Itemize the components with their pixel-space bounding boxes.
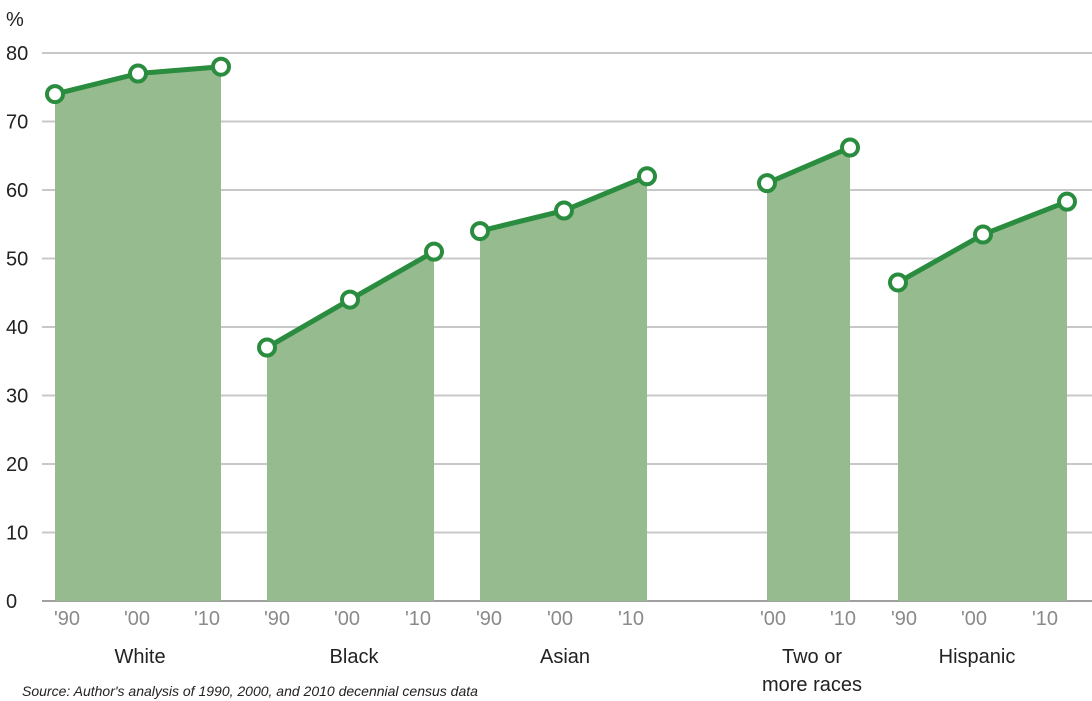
group-label: Two or	[782, 646, 842, 668]
source-note: Source: Author's analysis of 1990, 2000,…	[22, 683, 478, 699]
data-points	[45, 56, 1077, 358]
data-point	[757, 173, 777, 194]
y-tick-label: 70	[6, 112, 28, 134]
group-label: Black	[330, 646, 380, 668]
x-tick-label: '00	[547, 608, 573, 630]
data-point	[470, 221, 490, 242]
area-fill	[898, 201, 1067, 601]
x-tick-label: '10	[1032, 608, 1058, 630]
y-tick-label: 60	[6, 180, 28, 202]
data-point	[340, 289, 360, 310]
group-label: White	[114, 646, 165, 668]
x-tick-label: '10	[830, 608, 856, 630]
area-fill	[267, 251, 434, 601]
data-point	[1057, 191, 1077, 212]
x-tick-label: '10	[194, 608, 220, 630]
group-label: more races	[762, 674, 862, 696]
y-tick-label: 10	[6, 523, 28, 545]
x-tick-label: '90	[54, 608, 80, 630]
axis-labels: % 0 10 20 30 40 50 60 70 80 '90 '00 '10 White '90 '00 '1…	[6, 9, 1058, 696]
area-fill	[55, 66, 221, 601]
data-point	[554, 200, 574, 221]
x-tick-label: '00	[334, 608, 360, 630]
data-point	[424, 241, 444, 262]
x-tick-label: '00	[760, 608, 786, 630]
data-point	[637, 166, 657, 187]
data-point	[128, 63, 148, 84]
group-label: Hispanic	[939, 646, 1016, 668]
x-tick-label: '90	[891, 608, 917, 630]
data-point	[973, 224, 993, 245]
series-line	[766, 145, 851, 186]
y-tick-label: 40	[6, 317, 28, 339]
y-tick-label: 0	[6, 591, 17, 613]
group-label: Asian	[540, 646, 590, 668]
data-point	[840, 137, 860, 158]
y-tick-label: 20	[6, 454, 28, 476]
y-tick-label: 80	[6, 43, 28, 65]
x-tick-label: '10	[618, 608, 644, 630]
unit-label: %	[6, 9, 24, 31]
data-point	[888, 272, 908, 293]
data-point	[211, 56, 231, 77]
y-tick-label: 50	[6, 249, 28, 271]
area-fill	[480, 176, 647, 602]
data-point	[45, 84, 65, 105]
x-tick-label: '10	[405, 608, 431, 630]
x-tick-label: '90	[264, 608, 290, 630]
area-fills	[55, 66, 1067, 602]
x-tick-label: '00	[961, 608, 987, 630]
area-fill	[767, 147, 850, 601]
x-tick-label: '00	[124, 608, 150, 630]
x-tick-label: '90	[476, 608, 502, 630]
y-tick-label: 30	[6, 386, 28, 408]
data-point	[257, 337, 277, 358]
